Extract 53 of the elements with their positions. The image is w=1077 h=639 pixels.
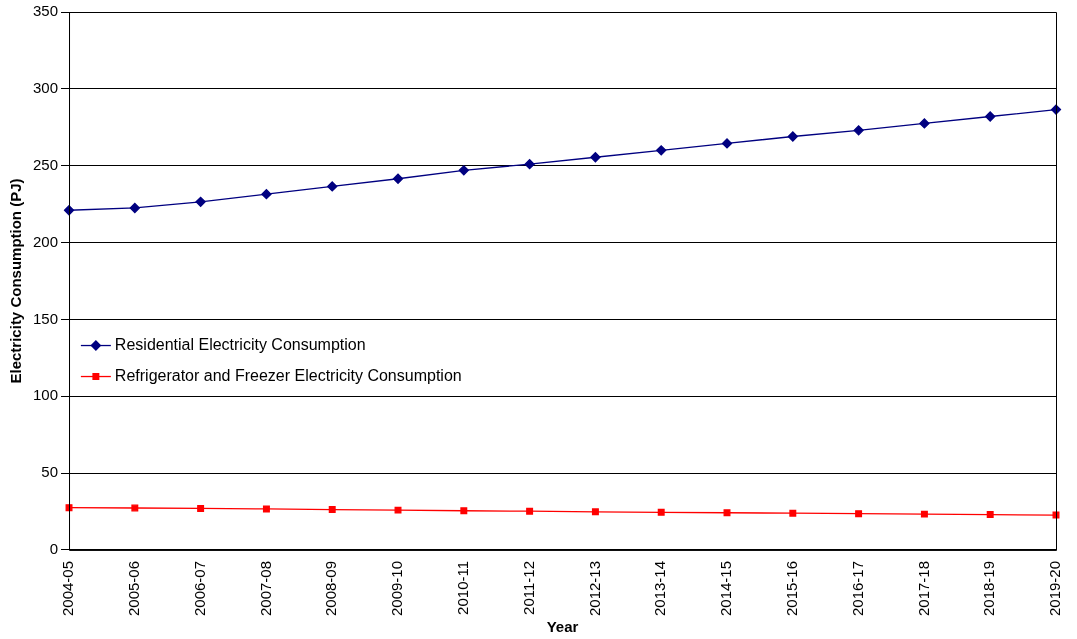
- point: [985, 111, 996, 122]
- y-tick-label: 250: [33, 155, 59, 173]
- point: [656, 145, 667, 156]
- y-tick-label: 150: [33, 309, 59, 327]
- x-tick-label: 2015-16: [782, 560, 800, 617]
- y-tick-label: 0: [49, 540, 59, 558]
- x-tick-label: 2011-12: [519, 560, 537, 615]
- point: [261, 188, 272, 200]
- y-axis-title: Electricity Consumption (PJ): [7, 178, 25, 384]
- y-tick-label: 100: [33, 386, 59, 404]
- point: [197, 504, 205, 512]
- x-tick-label: 2013-14: [651, 560, 669, 617]
- y-tick-label: 300: [33, 78, 59, 96]
- point: [458, 165, 469, 176]
- x-tick-label: 2017-18: [914, 560, 932, 617]
- point: [721, 138, 733, 149]
- point: [657, 508, 665, 516]
- y-tick-label: 350: [33, 2, 59, 20]
- point: [919, 118, 930, 129]
- x-tick-label: 2018-19: [980, 560, 998, 617]
- y-tick-label: 50: [41, 463, 59, 481]
- x-tick-label: 2007-08: [256, 560, 274, 617]
- legend-label: Residential Electricity Consumption: [114, 335, 366, 353]
- y-tick-label: 200: [33, 232, 59, 250]
- point: [591, 508, 599, 516]
- point: [327, 181, 338, 192]
- point: [590, 152, 601, 163]
- legend-label: Refrigerator and Freezer Electricity Consumption: [114, 366, 462, 384]
- x-tick-label: 2005-06: [124, 560, 142, 617]
- x-tick-label: 2006-07: [190, 560, 208, 617]
- x-tick-label: 2004-05: [59, 560, 77, 617]
- point: [920, 510, 928, 518]
- x-tick-label: 2012-13: [585, 560, 603, 617]
- x-axis-title: Year: [546, 618, 579, 636]
- x-tick-label: 2016-17: [848, 560, 866, 617]
- point: [195, 196, 206, 207]
- point: [986, 511, 994, 519]
- point: [328, 506, 336, 514]
- point: [787, 131, 798, 142]
- point: [524, 159, 535, 170]
- x-tick-label: 2019-20: [1046, 560, 1064, 617]
- x-tick-label: 2008-09: [322, 560, 340, 617]
- point: [392, 173, 404, 184]
- point: [526, 507, 534, 515]
- point: [129, 202, 140, 214]
- point: [262, 505, 270, 513]
- point: [460, 507, 468, 515]
- point: [855, 510, 863, 518]
- x-tick-label: 2010-11: [453, 560, 471, 615]
- point: [853, 125, 864, 136]
- x-tick-label: 2009-10: [388, 560, 406, 617]
- point: [789, 509, 797, 517]
- x-tick-label: 2014-15: [717, 560, 735, 617]
